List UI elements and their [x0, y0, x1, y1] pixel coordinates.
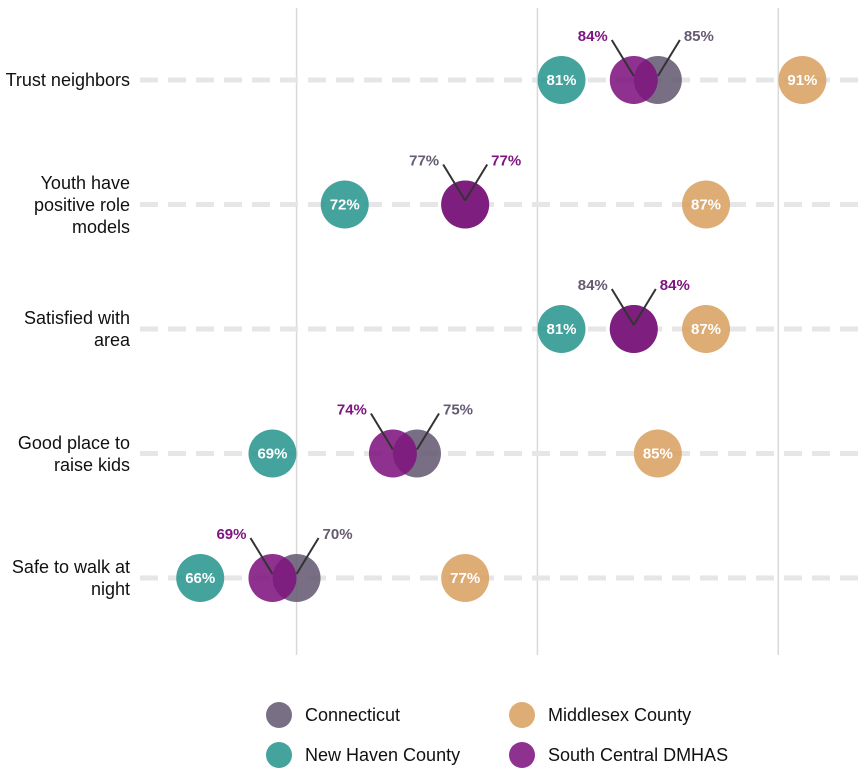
legend-label: Connecticut: [305, 705, 400, 725]
leader-line: [632, 288, 657, 326]
value-label: 81%: [546, 321, 576, 338]
category-label-box: Safe to walk at night: [11, 557, 130, 599]
legend-swatch: [266, 742, 292, 768]
category-label-box: Trust neighbors: [5, 70, 130, 90]
dot: [633, 429, 682, 478]
value-label: 77%: [491, 152, 521, 169]
category-label-box: Youth have positive role models: [33, 172, 130, 237]
legend-label: New Haven County: [305, 745, 460, 765]
dot: [441, 554, 490, 602]
dot: [609, 56, 658, 104]
legend-label: South Central DMHAS: [548, 745, 728, 765]
value-label: 81%: [546, 72, 576, 89]
legend-swatch: [509, 742, 535, 768]
value-label: 69%: [216, 526, 246, 543]
dot: [441, 180, 490, 229]
value-label: 75%: [443, 401, 473, 418]
category-label-box: Satisfied with area: [23, 308, 130, 350]
value-label: 66%: [185, 570, 215, 587]
leader-line: [249, 537, 274, 575]
value-label: 70%: [323, 526, 353, 543]
value-label: 69%: [257, 445, 287, 462]
dot: [682, 305, 731, 353]
category-label: Trust neighbors: [5, 70, 130, 90]
value-label: 84%: [578, 277, 608, 294]
leader-line: [464, 163, 489, 202]
leader-line: [610, 39, 635, 77]
category-label: Satisfied with area: [23, 308, 130, 350]
dot: [778, 56, 827, 104]
value-label: 85%: [643, 445, 673, 462]
value-label: 84%: [578, 28, 608, 45]
value-label: 87%: [691, 321, 721, 338]
leader-line: [416, 412, 440, 451]
legend-swatch: [266, 702, 292, 728]
dot: [537, 56, 586, 104]
dot: [609, 305, 658, 353]
value-label: 77%: [450, 570, 480, 587]
dot: [682, 180, 731, 229]
category-label-box: Good place to raise kids: [17, 432, 130, 475]
value-label: 85%: [684, 28, 714, 45]
dot: [248, 554, 297, 602]
leader-line: [610, 288, 635, 326]
leader-line: [295, 537, 320, 575]
dot: [368, 429, 417, 478]
value-label: 74%: [337, 401, 367, 418]
value-label: 72%: [330, 196, 360, 213]
leader-line: [370, 412, 394, 451]
value-label: 91%: [787, 72, 817, 89]
dot: [248, 429, 297, 478]
legend-label: Middlesex County: [548, 705, 691, 725]
value-label: 84%: [660, 277, 690, 294]
dot: [176, 554, 225, 602]
value-label: 77%: [409, 152, 439, 169]
dot: [537, 305, 586, 353]
legend-swatch: [509, 702, 535, 728]
dot: [320, 180, 369, 229]
category-label: Youth have positive role models: [33, 172, 130, 237]
category-label: Good place to raise kids: [17, 432, 130, 475]
leader-line: [442, 163, 467, 202]
category-label: Safe to walk at night: [11, 557, 130, 599]
leader-line: [657, 39, 681, 77]
value-label: 87%: [691, 196, 721, 213]
